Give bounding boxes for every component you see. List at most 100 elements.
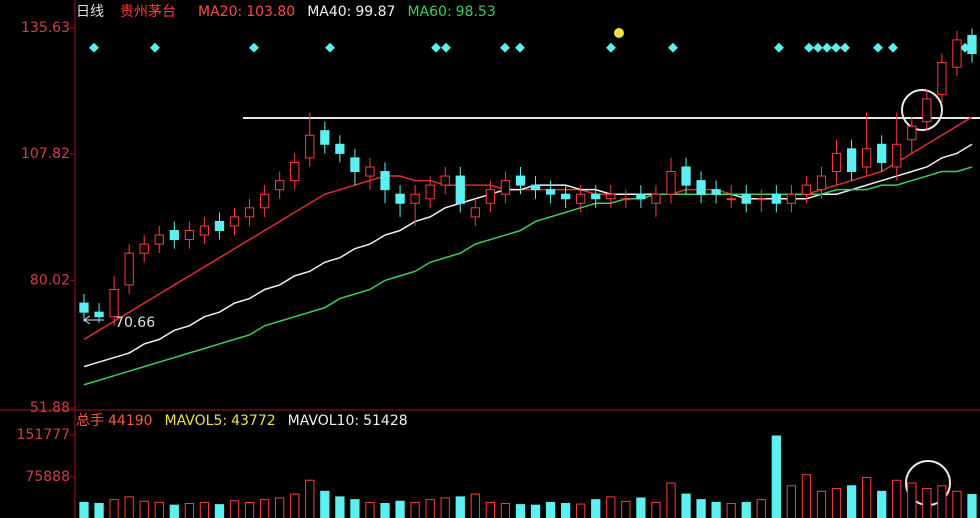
signal xyxy=(150,42,160,53)
candle-body xyxy=(440,175,450,186)
candle-body xyxy=(816,175,827,191)
volume-bar xyxy=(470,493,480,518)
candle-body xyxy=(907,125,917,141)
volume-bar xyxy=(591,499,601,518)
legend-label: 总手 xyxy=(76,413,104,429)
volume-bar xyxy=(560,503,571,518)
signal xyxy=(515,42,525,53)
volume-bar xyxy=(79,501,89,518)
candle-body xyxy=(109,288,119,318)
candle-body xyxy=(771,193,781,204)
volume-bar xyxy=(967,494,977,518)
candle-body xyxy=(79,302,89,313)
low-annotation: 70.66 xyxy=(115,315,155,331)
volume-bar xyxy=(816,490,827,518)
legend-label: MAVOL5: xyxy=(165,413,228,429)
volume-bar xyxy=(290,493,300,518)
candle-body xyxy=(892,143,902,168)
candle-body xyxy=(666,171,676,195)
volume-bar xyxy=(831,488,842,518)
candle-body xyxy=(651,193,661,204)
volume-bar xyxy=(666,482,676,518)
volume-bar xyxy=(636,497,646,518)
volume-bar xyxy=(199,501,210,518)
volume-bar xyxy=(184,503,194,518)
signal xyxy=(888,42,898,53)
volume-bar xyxy=(922,488,932,518)
y-tick-label: 75888 xyxy=(25,469,70,485)
candle-body xyxy=(259,193,270,209)
candle-body xyxy=(500,180,511,195)
volume-bar xyxy=(756,499,766,518)
volume-bar xyxy=(606,496,616,518)
legend-label: MA60: xyxy=(407,4,451,20)
volume-bar xyxy=(410,501,420,518)
candle-body xyxy=(290,161,300,182)
volume-bar xyxy=(530,504,541,518)
legend-value: 43772 xyxy=(231,413,276,429)
volume-bar xyxy=(681,493,691,518)
volume-bar xyxy=(711,501,721,518)
signal xyxy=(774,42,784,53)
signal xyxy=(614,28,624,38)
volume-bar xyxy=(395,500,405,518)
candle-body xyxy=(530,184,541,191)
candle-body xyxy=(425,184,435,200)
candle-body xyxy=(560,193,571,200)
volume-bar xyxy=(862,476,872,518)
candle-body xyxy=(305,134,315,159)
candle-body xyxy=(696,180,706,195)
volume-bar xyxy=(696,499,706,518)
legend-value: 99.87 xyxy=(355,4,395,20)
volume-bar xyxy=(259,499,270,518)
y-tick-label: 51.88 xyxy=(30,400,70,416)
legend-value: 44190 xyxy=(108,413,153,429)
y-tick-label: 135.63 xyxy=(21,20,70,36)
volume-bar xyxy=(515,504,526,518)
legend-label: MA20: xyxy=(198,4,242,20)
volume-bar xyxy=(455,496,465,518)
candle-body xyxy=(922,98,932,123)
candle-body xyxy=(470,207,480,218)
candle-body xyxy=(591,193,601,200)
volume-bar xyxy=(335,496,345,518)
volume-bar xyxy=(621,500,631,518)
volume-bar xyxy=(485,501,496,518)
highlight-circle xyxy=(901,89,943,131)
volume-bar xyxy=(726,503,736,518)
candle-body xyxy=(846,148,857,173)
legend-value: 103.80 xyxy=(246,4,295,20)
signal xyxy=(831,42,841,53)
candle-body xyxy=(410,193,420,204)
signal xyxy=(873,42,883,53)
volume-bar xyxy=(275,497,285,518)
volume-bar xyxy=(94,503,104,518)
candle-body xyxy=(214,220,225,232)
candle-body xyxy=(275,180,285,191)
volume-bar xyxy=(952,490,962,518)
volume-bar xyxy=(365,501,375,518)
candle-body xyxy=(320,130,330,145)
volume-bar xyxy=(124,496,134,518)
legend-value: 51428 xyxy=(363,413,408,429)
volume-bar xyxy=(154,501,164,518)
candle-body xyxy=(380,171,390,191)
candle-body xyxy=(726,198,736,201)
volume-bar xyxy=(305,479,315,518)
candle-body xyxy=(94,311,104,318)
volume-bar xyxy=(109,499,119,518)
volume-bar xyxy=(786,485,797,518)
volume-bar xyxy=(545,501,556,518)
candle-body xyxy=(124,252,134,286)
candle-body xyxy=(154,234,164,245)
volume-bar xyxy=(244,501,255,518)
legend-label: MA40: xyxy=(307,4,351,20)
volume-bar xyxy=(907,482,917,518)
volume-bar xyxy=(320,490,330,518)
volume-bar xyxy=(229,500,240,518)
candle-body xyxy=(485,189,496,204)
candle-body xyxy=(515,175,526,186)
candle-body xyxy=(937,62,947,95)
